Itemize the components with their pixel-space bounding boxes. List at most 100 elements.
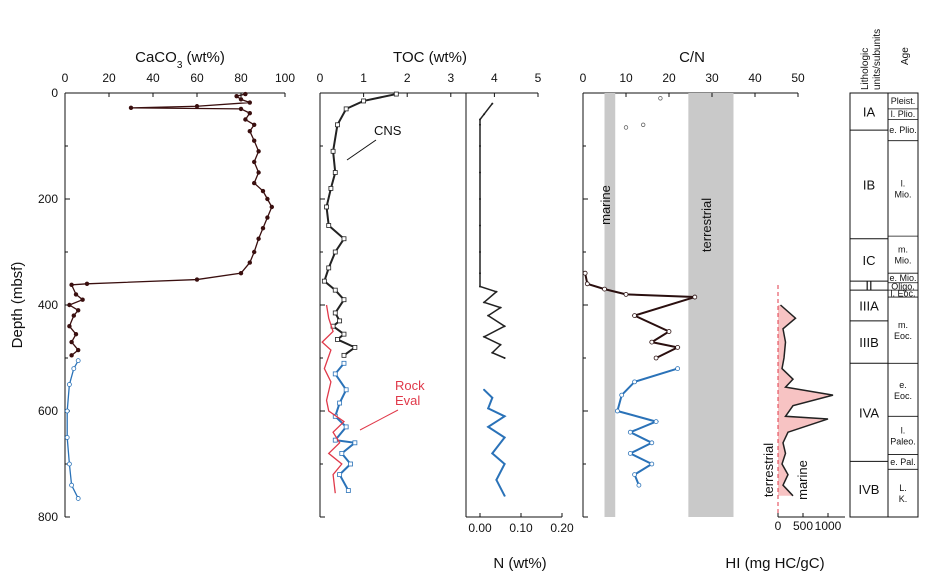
caco3-lower-point (67, 382, 72, 387)
caco3-upper-point (247, 128, 252, 134)
toc-cns-lower-point (343, 387, 349, 393)
hi-marine-label: marine (795, 460, 810, 500)
cn-lower-line (616, 367, 678, 486)
n-lower-point (487, 407, 490, 410)
cn-upper-point (692, 294, 698, 300)
cn-lower-point (619, 392, 625, 398)
depth-tick-labels: 0 200 400 600 800 (38, 86, 588, 524)
x-tick-label: 30 (705, 71, 719, 85)
n-axis-label: N (wt%) (493, 555, 546, 572)
caco3-upper-point (252, 249, 257, 255)
n-upper-point (499, 306, 502, 309)
age-label: l. Plio. (891, 109, 916, 119)
toc-cns-upper-point (326, 223, 332, 228)
n-upper-point (499, 343, 502, 346)
n-upper-point (503, 357, 506, 359)
caco3-lower-line (66, 360, 79, 499)
age-label: L. K. (899, 483, 908, 504)
cn-lower-point (649, 440, 655, 446)
toc-cns-upper-point (332, 170, 338, 175)
caco3-upper-point (128, 105, 134, 111)
x-tick-label: 500 (793, 519, 813, 533)
cns-leader (346, 139, 377, 161)
x-tick-label: 1000 (815, 519, 842, 533)
caco3-lower-point (69, 482, 74, 488)
caco3-upper-point (247, 110, 252, 116)
cn-open-point (641, 122, 646, 127)
unit-label: IB (863, 177, 875, 192)
x-tick-label: 20 (662, 71, 676, 85)
cn-upper-point (653, 355, 659, 361)
n-upper-line (479, 103, 507, 359)
n-upper-point (483, 301, 486, 304)
hi-terrestrial-label: terrestrial (761, 443, 776, 497)
cn-lower-point (649, 461, 655, 467)
n-upper-point (487, 314, 490, 317)
cn-upper-line (584, 273, 696, 359)
cn-lower-point (632, 379, 637, 385)
cn-band-label-terrestrial: terrestrial (699, 198, 714, 252)
caco3-upper-line (67, 93, 273, 356)
toc-rock-eval-line (321, 304, 345, 494)
caco3-upper-point (252, 180, 257, 186)
age-label: e. Plio. (889, 125, 917, 135)
caco3-upper-point (194, 104, 200, 109)
caco3-upper-point (256, 236, 261, 241)
n-lower-point (503, 463, 506, 465)
toc-cns-upper-line (323, 93, 397, 357)
toc-cns-upper-point (341, 297, 347, 303)
n-upper-point (479, 198, 481, 200)
caco3-upper-point (265, 196, 270, 202)
caco3-lower-point (64, 435, 70, 440)
hi-line (780, 304, 834, 497)
cn-upper-point (649, 339, 655, 345)
n-lower-point (495, 478, 498, 481)
cn-lower-point (675, 366, 680, 372)
age-label: m. Mio. (894, 245, 911, 266)
n-lower-point (503, 494, 506, 497)
x-tick-label: 40 (748, 71, 762, 85)
age-label: e. Eoc. (894, 380, 912, 401)
caco3-lower-point (75, 496, 81, 501)
n-lower-line (483, 389, 507, 497)
rock-eval-leader (359, 409, 399, 431)
toc-cns-upper-point (341, 331, 347, 337)
caco3-upper-point (234, 93, 239, 99)
toc-cns-lower-point (352, 440, 358, 446)
toc-cns-upper-point (335, 122, 340, 128)
units-header: Lithologicunits/subunits (860, 29, 883, 90)
cn-upper-point (632, 313, 637, 319)
x-tick-label: 2 (404, 71, 411, 85)
n-lower-point (503, 436, 506, 439)
caco3-lower-point (67, 461, 72, 467)
unit-label: IA (863, 105, 876, 120)
caco3-upper-point (76, 347, 81, 353)
unit-label: IVB (859, 482, 880, 497)
caco3-upper-point (252, 122, 257, 128)
x-tick-label: 0 (317, 71, 324, 85)
cn-upper-point (582, 270, 588, 276)
x-tick-labels: 0 20 40 60 80 100 0 1 2 3 4 50.00 0.10 0.200 10 20 30 40 5… (62, 71, 842, 535)
rock-eval-annotation-1: Rock (395, 378, 425, 393)
lithologic-units: IA IB IC II IIIA IIIB IVA IVB Pleist. l. Plio. e. … (849, 92, 919, 518)
depth-tick-label: 200 (38, 192, 58, 206)
toc-cns-upper-point (330, 148, 336, 154)
x-tick-label: 3 (447, 71, 454, 85)
n-upper-point (479, 123, 481, 126)
depth-tick-label: 0 (51, 86, 58, 100)
age-label: l. Eoc. (890, 289, 915, 299)
caco3-title: CaCO3 (wt%) (135, 49, 225, 71)
depth-tick-label: 400 (38, 298, 58, 312)
caco3-upper-point (69, 353, 74, 358)
age-label: l. Mio. (894, 178, 911, 199)
x-tick-label: 80 (234, 71, 248, 85)
cn-lower-point (627, 429, 633, 435)
caco3-upper-point (238, 106, 244, 112)
cn-upper-point (584, 281, 590, 287)
unit-label: II (865, 279, 872, 294)
caco3-upper-point (67, 302, 72, 308)
x-tick-label: 0 (775, 519, 782, 533)
cn-upper-point (675, 344, 680, 350)
n-upper-point (491, 102, 494, 105)
n-upper-point (479, 224, 481, 227)
